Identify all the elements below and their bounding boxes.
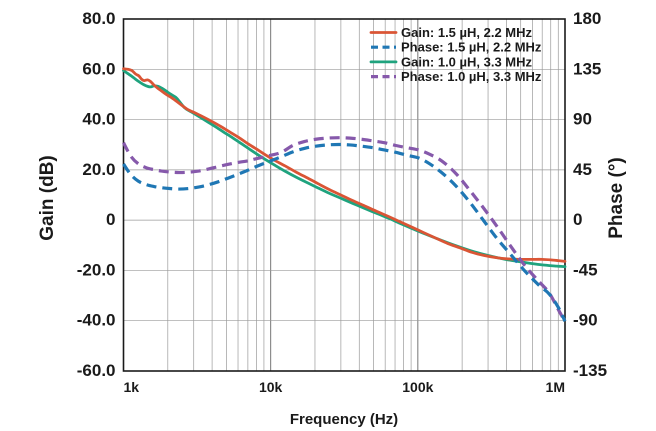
svg-text:Gain: 1.0 µH, 3.3 MHz: Gain: 1.0 µH, 3.3 MHz xyxy=(401,54,533,69)
svg-text:-90: -90 xyxy=(573,311,598,330)
svg-text:1k: 1k xyxy=(124,379,140,395)
svg-text:90: 90 xyxy=(573,110,592,129)
svg-text:Phase: 1.5 µH, 2.2 MHz: Phase: 1.5 µH, 2.2 MHz xyxy=(401,40,542,55)
svg-text:Phase: 1.0 µH, 3.3 MHz: Phase: 1.0 µH, 3.3 MHz xyxy=(401,69,542,84)
svg-text:0: 0 xyxy=(573,210,582,229)
svg-text:-20.0: -20.0 xyxy=(77,260,116,279)
svg-text:60.0: 60.0 xyxy=(82,59,115,78)
svg-text:-45: -45 xyxy=(573,260,598,279)
svg-text:Phase (°): Phase (°) xyxy=(606,157,627,239)
svg-text:-135: -135 xyxy=(573,361,607,380)
svg-text:-60.0: -60.0 xyxy=(77,361,116,380)
svg-text:10k: 10k xyxy=(259,379,283,395)
svg-text:45: 45 xyxy=(573,160,592,179)
svg-text:0: 0 xyxy=(106,210,115,229)
svg-text:Gain (dB): Gain (dB) xyxy=(37,155,58,241)
svg-text:180: 180 xyxy=(573,9,601,28)
svg-text:135: 135 xyxy=(573,59,601,78)
svg-text:-40.0: -40.0 xyxy=(77,311,116,330)
svg-text:20.0: 20.0 xyxy=(82,160,115,179)
svg-text:80.0: 80.0 xyxy=(82,9,115,28)
svg-text:100k: 100k xyxy=(402,379,433,395)
svg-text:1M: 1M xyxy=(546,379,565,395)
svg-text:40.0: 40.0 xyxy=(82,110,115,129)
svg-text:Frequency (Hz): Frequency (Hz) xyxy=(290,411,398,428)
svg-text:Gain: 1.5 µH, 2.2 MHz: Gain: 1.5 µH, 2.2 MHz xyxy=(401,25,533,40)
